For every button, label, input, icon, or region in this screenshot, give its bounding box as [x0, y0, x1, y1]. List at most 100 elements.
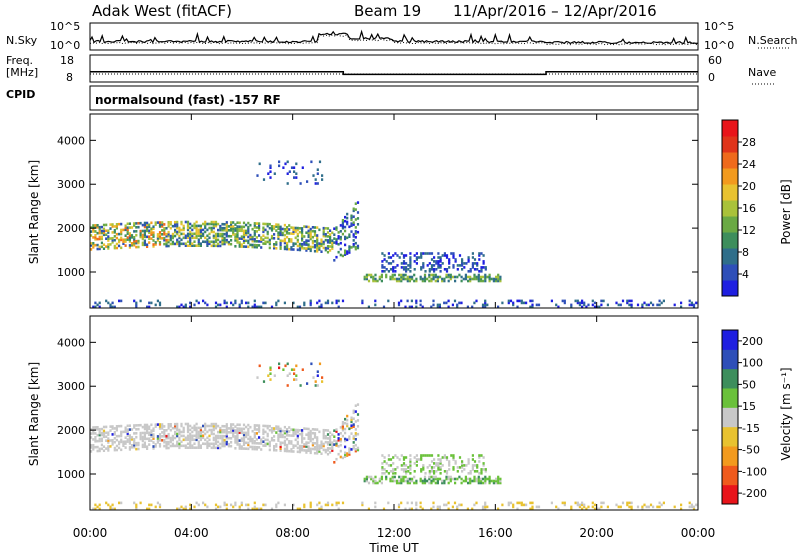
velocity-colorbar-step: [722, 388, 738, 408]
velocity-cell: [394, 454, 397, 457]
velocity-cell: [436, 479, 439, 483]
velocity-cell: [264, 444, 267, 447]
velocity-cell: [305, 443, 308, 446]
velocity-cell: [214, 440, 218, 444]
power-cell: [113, 231, 116, 234]
velocity-cell: [240, 501, 243, 505]
power-cell: [193, 222, 196, 226]
velocity-cell: [535, 505, 538, 509]
velocity-cell: [660, 503, 663, 507]
velocity-cell: [212, 436, 215, 440]
power-cell: [486, 275, 489, 279]
velocity-cell: [456, 466, 459, 469]
velocity-cell: [189, 428, 192, 432]
velocity-cell: [137, 447, 140, 451]
power-cell: [290, 246, 293, 249]
power-cell: [113, 246, 116, 250]
velocity-cell: [495, 479, 498, 483]
velocity-colorbar-step: [722, 368, 738, 389]
velocity-cell: [437, 466, 440, 469]
power-cell: [406, 279, 409, 283]
power-cell: [350, 224, 353, 227]
power-cell: [346, 236, 349, 240]
power-cell: [253, 243, 256, 247]
velocity-cell: [419, 505, 422, 509]
power-cell: [439, 258, 442, 261]
power-cell: [182, 305, 185, 309]
power-cell: [279, 241, 282, 244]
velocity-cell: [292, 434, 295, 437]
velocity-cell: [150, 429, 153, 432]
velocity-cell: [109, 439, 112, 442]
velocity-cell: [469, 481, 472, 485]
power-cell: [435, 262, 438, 265]
velocity-cell: [396, 466, 399, 469]
power-cell: [475, 299, 478, 303]
velocity-cell: [331, 449, 334, 452]
velocity-cell: [692, 507, 696, 511]
velocity-cell: [354, 428, 357, 431]
power-cell: [286, 243, 289, 247]
velocity-cell: [337, 445, 340, 448]
velocity-cell: [146, 425, 149, 429]
power-cell: [436, 305, 439, 309]
velocity-cell: [284, 364, 287, 368]
power-cell: [225, 221, 228, 224]
velocity-cell: [223, 442, 226, 446]
power-cell: [488, 277, 491, 281]
velocity-colorbar-tick-label: -15: [742, 422, 760, 435]
power-cell: [191, 242, 194, 245]
velocity-cell: [405, 470, 408, 473]
velocity-cell: [96, 433, 99, 437]
power-cell: [423, 275, 427, 279]
power-cell: [423, 279, 427, 283]
power-cell: [269, 170, 272, 173]
power-cell: [247, 231, 250, 235]
velocity-cell: [191, 434, 194, 438]
velocity-cell: [438, 507, 441, 511]
power-cell: [230, 242, 233, 246]
power-cell: [161, 221, 164, 224]
velocity-cell: [107, 439, 110, 442]
power-cell: [236, 227, 239, 230]
power-cell: [270, 225, 274, 228]
velocity-cell: [156, 441, 159, 444]
velocity-cell: [346, 414, 349, 418]
velocity-cell: [277, 439, 280, 442]
velocity-cell: [202, 424, 205, 428]
power-cell: [212, 226, 215, 230]
velocity-cell: [335, 442, 338, 445]
velocity-cell: [383, 468, 386, 471]
power-cell: [165, 227, 168, 230]
velocity-cell: [255, 438, 258, 441]
power-cell: [275, 301, 278, 305]
power-cell: [94, 230, 97, 233]
power-cell: [473, 273, 476, 277]
power-cell: [120, 232, 123, 236]
velocity-cell: [234, 435, 237, 438]
velocity-cell: [275, 425, 278, 428]
velocity-cell: [128, 424, 131, 427]
velocity-cell: [305, 449, 308, 452]
power-cell: [370, 273, 373, 277]
power-cell: [600, 303, 603, 307]
power-cell: [301, 229, 304, 232]
power-cell: [109, 223, 112, 226]
velocity-cell: [409, 462, 412, 465]
power-cell: [94, 236, 97, 239]
velocity-cell: [178, 507, 181, 511]
velocity-cell: [236, 437, 239, 440]
velocity-cell: [313, 436, 317, 439]
power-cell: [169, 226, 172, 230]
velocity-cell: [324, 450, 327, 454]
power-cell: [298, 248, 302, 252]
velocity-cell: [102, 425, 106, 429]
power-cell: [557, 305, 560, 309]
velocity-cell: [341, 434, 344, 438]
power-cell: [313, 245, 317, 249]
velocity-cell: [253, 447, 256, 451]
velocity-cell: [167, 436, 170, 440]
velocity-cell: [392, 462, 395, 465]
velocity-cell: [290, 434, 293, 437]
power-cell: [249, 243, 252, 247]
